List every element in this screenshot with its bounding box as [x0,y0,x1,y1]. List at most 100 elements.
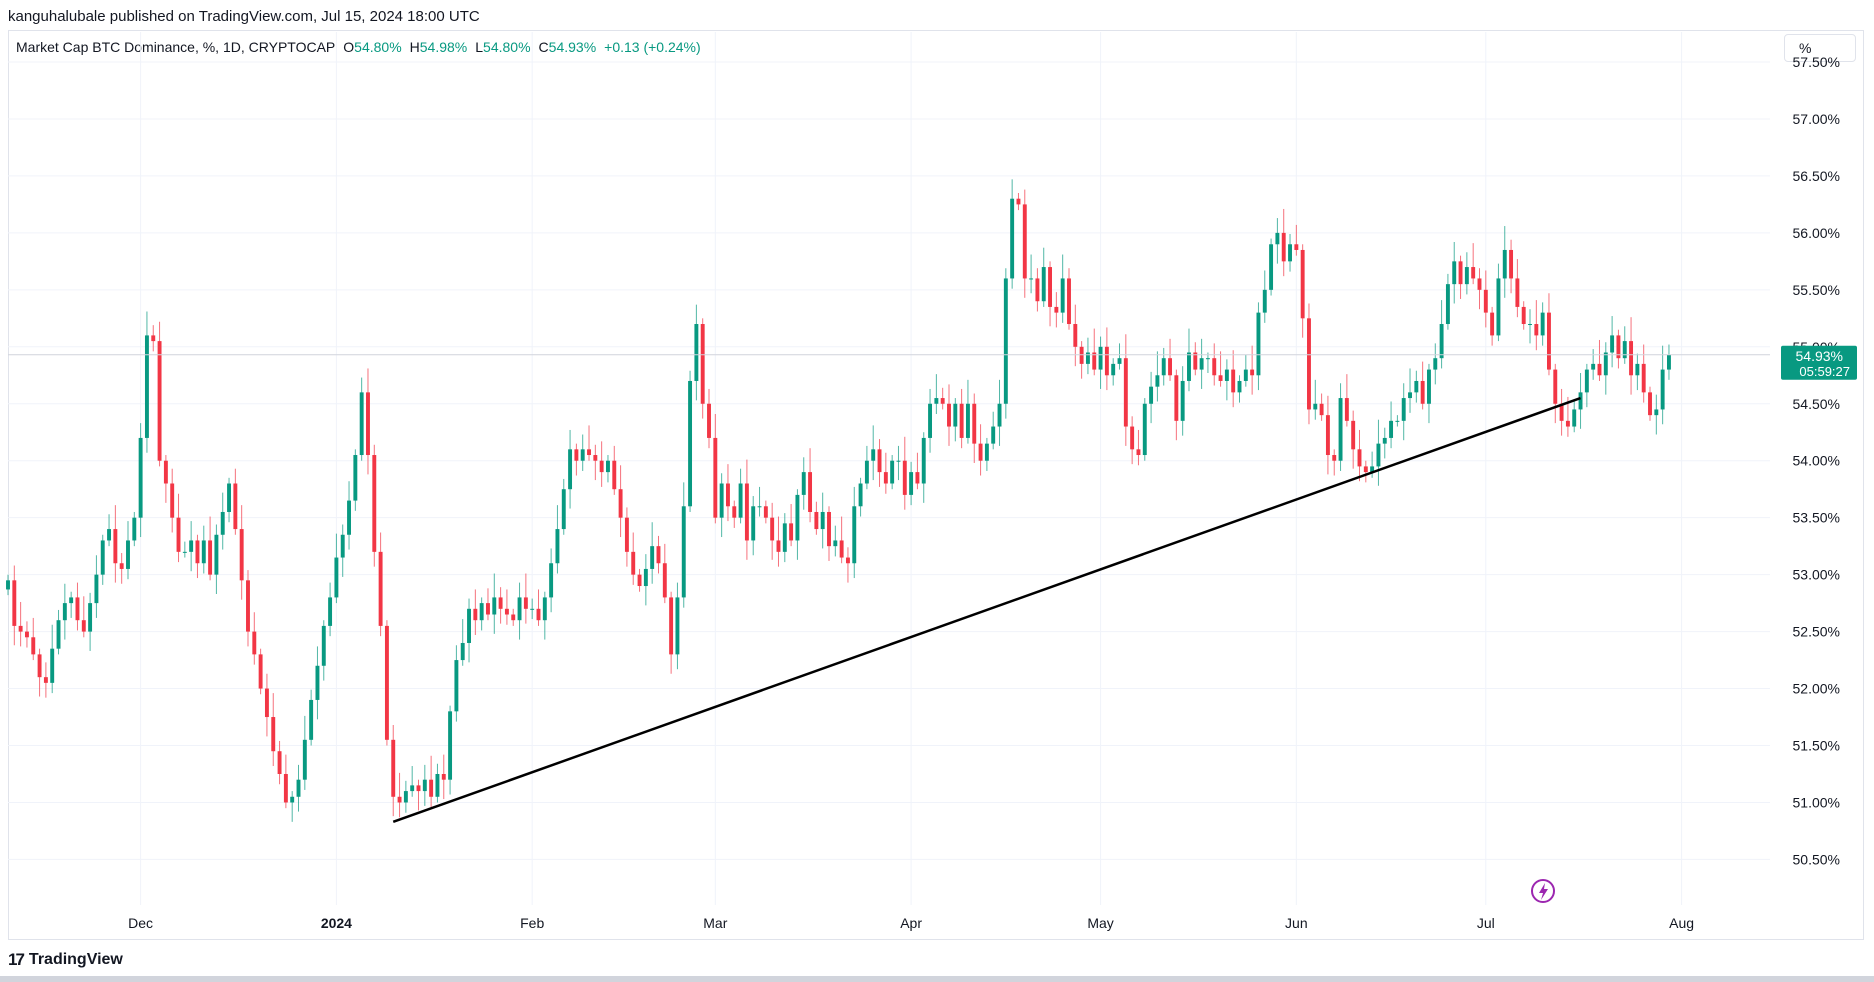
candle-body [1288,244,1292,262]
candle-body [504,608,509,615]
candle-body [353,455,358,501]
candle [776,516,781,567]
candle [707,388,711,449]
high-label: H [409,39,420,55]
candle-body [347,500,351,535]
candle [1490,306,1495,346]
candle-body [283,773,288,803]
candle [877,439,882,487]
candle [1648,386,1652,421]
candle-body [959,403,964,438]
candle-body [37,654,42,678]
candle [1142,398,1147,461]
candle-body [997,403,1002,427]
candle [1111,358,1116,386]
candle [744,459,749,560]
candle [1534,300,1539,351]
candle-body [1344,398,1349,421]
candle-body [1174,375,1179,421]
candle-body [593,455,598,461]
candle [725,464,730,522]
candle-body [1243,369,1248,381]
candle-body [1269,244,1274,290]
candle [1666,344,1671,380]
candle-body [675,597,680,655]
candle [1313,379,1318,420]
candle-body [239,529,244,581]
candle [94,555,99,618]
candle-body [669,597,674,655]
candle-body [1117,358,1122,364]
y-tick-label: 52.50% [1793,624,1840,640]
candle-body [138,437,143,518]
candle [422,764,427,806]
candle [606,455,610,483]
candle [384,620,389,746]
candle [1041,247,1046,307]
candle-body [258,654,263,689]
candle-body [890,460,895,484]
candle [688,370,693,512]
candle [618,465,623,538]
candle-body [1256,312,1261,376]
candle [909,461,914,506]
candle-body [252,631,257,655]
bolt-icon[interactable] [1531,879,1555,903]
candle [1572,399,1577,433]
candle [1427,363,1431,424]
candle-body [277,751,282,774]
candle [1319,393,1324,421]
candle [864,445,869,490]
candle [107,514,112,547]
candle-body [328,597,333,626]
last-price-layer: 54.93%05:59:27 [8,345,1857,380]
candle-body [448,711,453,780]
candle [50,624,55,694]
candle [239,505,244,600]
candle [568,429,573,509]
candle [1003,268,1008,419]
candle-body [151,335,156,342]
percent-scale-button[interactable]: % [1784,34,1856,62]
candle [296,764,301,812]
candle [599,441,604,487]
candle-body [1666,354,1671,370]
candle [1130,416,1135,465]
candle-body [403,791,408,803]
candle-body [1635,363,1640,376]
x-tick-label: Mar [703,915,727,931]
candle [637,568,642,592]
candle [1022,189,1027,298]
candle [1275,218,1280,264]
change-value: +0.13 (+0.24%) [604,39,701,55]
candle-body [587,449,591,456]
candle [1502,226,1507,298]
candle-body [1073,324,1078,347]
candle [1155,351,1160,402]
candle-body [1363,466,1368,473]
bottom-bar [0,976,1874,982]
high-value: 54.98% [419,39,468,55]
candle-body [1597,363,1602,376]
candle-body [435,773,440,797]
candle-body [1224,369,1229,381]
candle [119,552,124,584]
candle-body [214,534,219,575]
candle-body [486,603,490,615]
candle-body [864,460,869,484]
candle-body [1610,335,1615,353]
candle-body [233,483,238,530]
candle [1307,303,1311,425]
candle-body [1180,380,1185,421]
candle-body [568,449,573,490]
candle [157,321,162,467]
candle [1559,388,1564,436]
candle [1325,395,1330,475]
candle-body [707,403,711,438]
candle [511,608,516,626]
candle-body [984,443,989,461]
candle [340,524,345,577]
candle [732,500,737,528]
tradingview-logo[interactable]: 17 TradingView [8,950,123,970]
